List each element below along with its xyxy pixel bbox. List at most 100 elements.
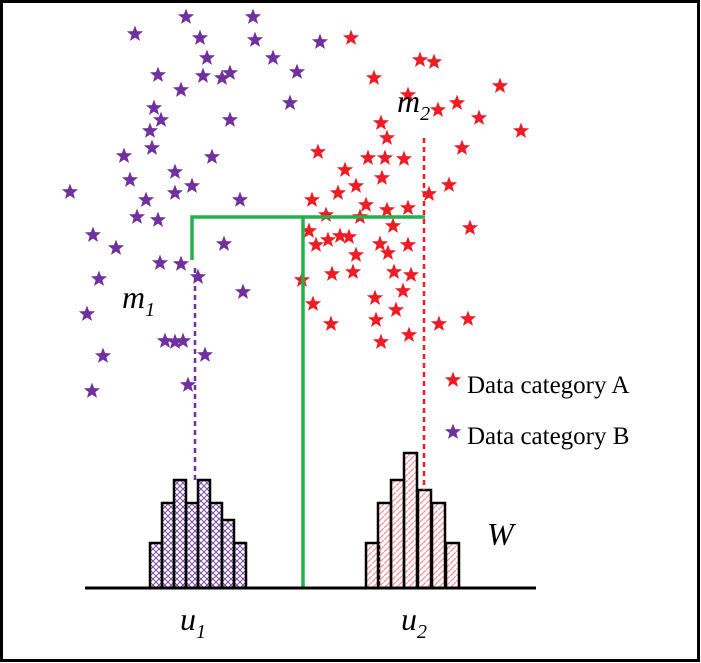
- star-b: [141, 122, 159, 138]
- star-b: [152, 111, 170, 127]
- star-a: [373, 169, 391, 185]
- star-b: [191, 29, 209, 45]
- star-a: [440, 176, 458, 192]
- star-b: [83, 382, 101, 398]
- star-b: [145, 99, 163, 115]
- star-a: [400, 326, 418, 342]
- star-b: [177, 8, 195, 24]
- hist-bar-b: [232, 541, 248, 590]
- star-b: [234, 283, 252, 299]
- star-b: [84, 226, 102, 242]
- star-b: [90, 270, 108, 286]
- star-b: [128, 208, 146, 224]
- star-a: [376, 149, 394, 165]
- star-a: [331, 227, 349, 243]
- star-b: [244, 8, 262, 24]
- m1-label: m1: [122, 279, 155, 321]
- legend-b: Data category B: [467, 423, 629, 450]
- star-a: [372, 114, 390, 130]
- star-a: [399, 199, 417, 215]
- star-b: [143, 139, 161, 155]
- hist-bar-b: [208, 501, 224, 590]
- hist-bar-b: [220, 518, 236, 590]
- hist-bar-a: [416, 488, 433, 590]
- hist-bar-b: [184, 501, 200, 590]
- star-a: [384, 217, 402, 233]
- hist-bar-b: [196, 478, 212, 590]
- star-b: [126, 25, 144, 41]
- scatter-stars: [61, 8, 530, 439]
- star-a: [319, 231, 337, 247]
- u2-label: u2: [401, 601, 427, 643]
- u1-label: u1: [180, 601, 206, 643]
- star-a: [309, 143, 327, 159]
- star-b: [221, 64, 239, 80]
- separator: [190, 215, 425, 588]
- star-b: [172, 81, 190, 97]
- hist-bar-b: [160, 501, 176, 590]
- star-b: [213, 69, 231, 85]
- star-a: [378, 129, 396, 145]
- star-b: [221, 111, 239, 127]
- star-b: [281, 94, 299, 110]
- star-b: [94, 347, 112, 363]
- star-b: [137, 191, 155, 207]
- star-a: [300, 222, 318, 238]
- star-a: [307, 236, 325, 252]
- star-a: [347, 177, 365, 193]
- star-b: [311, 33, 329, 49]
- hist-bar-a: [402, 451, 419, 590]
- m2-label: m2: [397, 83, 430, 125]
- star-a: [379, 244, 397, 260]
- star-b: [179, 376, 197, 392]
- star-a: [430, 315, 448, 331]
- star-b: [231, 191, 249, 207]
- star-a: [448, 94, 466, 110]
- star-a: [411, 51, 429, 67]
- star-b: [151, 254, 169, 270]
- star-a: [372, 333, 390, 349]
- star-b: [189, 268, 207, 284]
- star-b: [149, 211, 167, 227]
- star-a: [340, 228, 358, 244]
- star-a: [323, 265, 341, 281]
- star-a: [491, 77, 509, 93]
- star-a: [395, 150, 413, 166]
- star-a: [322, 315, 340, 331]
- star-b: [444, 423, 462, 439]
- star-b: [246, 31, 264, 47]
- star-b: [107, 239, 125, 255]
- star-b: [196, 346, 214, 362]
- star-b: [264, 49, 282, 65]
- star-a: [344, 263, 362, 279]
- hist-bar-a: [444, 541, 461, 590]
- star-b: [174, 332, 192, 348]
- hist-bar-a: [389, 478, 406, 590]
- star-a: [394, 282, 412, 298]
- star-a: [304, 295, 322, 311]
- star-a: [336, 161, 354, 177]
- star-a: [366, 289, 384, 305]
- star-a: [329, 184, 347, 200]
- star-a: [461, 219, 479, 235]
- star-b: [215, 235, 233, 251]
- star-b: [115, 147, 133, 163]
- star-b: [61, 183, 79, 199]
- hist-bar-a: [430, 501, 447, 590]
- star-a: [402, 266, 420, 282]
- star-b: [149, 66, 167, 82]
- star-b: [288, 63, 306, 79]
- hist-bar-b: [172, 478, 188, 590]
- hist-bar-a: [376, 501, 393, 590]
- star-a: [359, 149, 377, 165]
- star-a: [453, 139, 471, 155]
- legend-a: Data category A: [467, 372, 629, 399]
- star-b: [203, 148, 221, 164]
- star-a: [342, 29, 360, 45]
- star-a: [367, 311, 385, 327]
- star-a: [459, 310, 477, 326]
- star-a: [470, 109, 488, 125]
- star-b: [166, 184, 184, 200]
